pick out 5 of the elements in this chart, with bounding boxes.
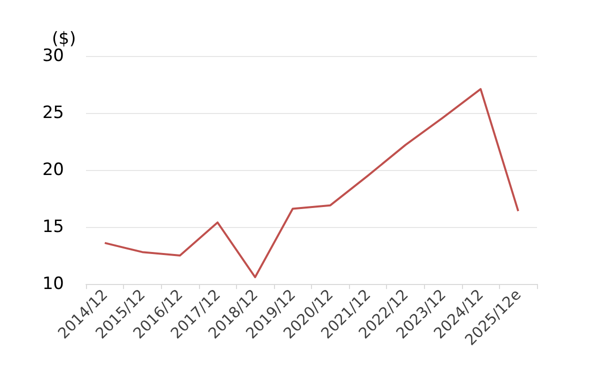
y-tick-label: 15 xyxy=(42,217,64,237)
y-tick-label: 25 xyxy=(42,103,64,123)
y-tick-label: 10 xyxy=(42,274,64,294)
line-series xyxy=(104,88,520,278)
y-tick-label: 20 xyxy=(42,160,64,180)
